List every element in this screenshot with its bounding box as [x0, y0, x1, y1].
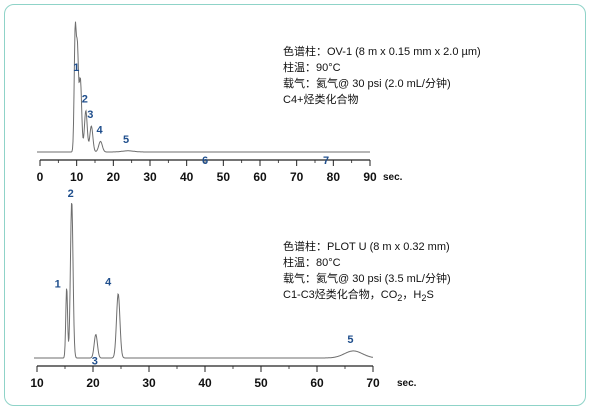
- sample-text-mid: ，H: [402, 289, 422, 301]
- x-tick-label-bottom-60: 60: [310, 376, 324, 390]
- top-conditions: 色谱柱：OV-1 (8 m x 0.15 mm x 2.0 µm) 柱温：90°…: [283, 44, 481, 108]
- bottom-conditions: 色谱柱：PLOT U (8 m x 0.32 mm) 柱温：80°C 载气：氦气…: [283, 239, 451, 303]
- top-condition-line-carrier: 载气：氦气@ 30 psi (2.0 mL/分钟): [283, 78, 451, 90]
- x-tick-label-bottom-40: 40: [198, 376, 212, 390]
- x-tick-label-top-70: 70: [290, 170, 304, 184]
- figure-frame: [4, 4, 586, 406]
- sample-text-prefix: C1-C3烃类化合物，CO: [283, 289, 398, 301]
- bottom-condition-line-temp: 柱温：80°C: [283, 257, 341, 269]
- x-tick-label-top-30: 30: [143, 170, 157, 184]
- chromatogram-chart-top: 0 10 20 30 40 50 60 70 80 90 sec. 1 2 34 5 6 7: [37, 21, 403, 184]
- peak-label-top-6: 6: [202, 155, 208, 167]
- x-tick-label-top-0: 0: [37, 170, 44, 184]
- x-tick-label-top-20: 20: [107, 170, 121, 184]
- h2s-subscript: 2: [421, 293, 427, 304]
- bottom-condition-line-carrier: 载气：氦气@ 30 psi (3.5 mL/分钟): [283, 273, 451, 285]
- top-condition-line-column: 色谱柱：OV-1 (8 m x 0.15 mm x 2.0 µm): [283, 46, 481, 58]
- chromatogram-trace-bottom: [34, 203, 373, 359]
- peak-label-top-7: 7: [323, 155, 329, 167]
- peak-label-top-1: 1: [73, 62, 79, 74]
- chromatogram-trace-top: [37, 21, 370, 153]
- peak-label-top-5: 5: [123, 134, 129, 146]
- co2-subscript: 2: [397, 293, 403, 304]
- peak-label-bottom-3: 3: [92, 355, 98, 367]
- x-tick-label-bottom-10: 10: [30, 376, 44, 390]
- x-tick-label-top-60: 60: [253, 170, 267, 184]
- peak-label-bottom-1: 1: [55, 278, 61, 290]
- x-tick-label-top-40: 40: [180, 170, 194, 184]
- top-condition-line-sample: C4+烃类化合物: [283, 94, 359, 106]
- peak-label-top-3: 3: [87, 109, 93, 121]
- top-condition-line-temp: 柱温：90°C: [283, 62, 341, 74]
- x-tick-label-bottom-70: 70: [366, 376, 380, 390]
- sample-text-suffix: S: [426, 289, 434, 301]
- x-tick-label-top-10: 10: [70, 170, 84, 184]
- x-tick-label-bottom-50: 50: [254, 376, 268, 390]
- x-tick-label-bottom-20: 20: [86, 376, 100, 390]
- x-unit-label-top: sec.: [383, 172, 403, 183]
- bottom-condition-line-column: 色谱柱：PLOT U (8 m x 0.32 mm): [283, 241, 450, 253]
- x-unit-label-bottom: sec.: [397, 378, 417, 389]
- peak-label-bottom-2: 2: [68, 188, 74, 200]
- x-tick-label-top-90: 90: [363, 170, 377, 184]
- x-tick-label-bottom-30: 30: [142, 376, 156, 390]
- bottom-condition-line-sample: C1-C3烃类化合物，CO2，H2S: [283, 287, 451, 303]
- peak-label-bottom-5: 5: [347, 334, 353, 346]
- x-tick-label-top-50: 50: [217, 170, 231, 184]
- x-tick-label-top-80: 80: [327, 170, 341, 184]
- peak-label-top-4: 4: [96, 124, 103, 136]
- peak-label-top-2: 2: [82, 94, 88, 106]
- peak-label-bottom-4: 4: [105, 277, 112, 289]
